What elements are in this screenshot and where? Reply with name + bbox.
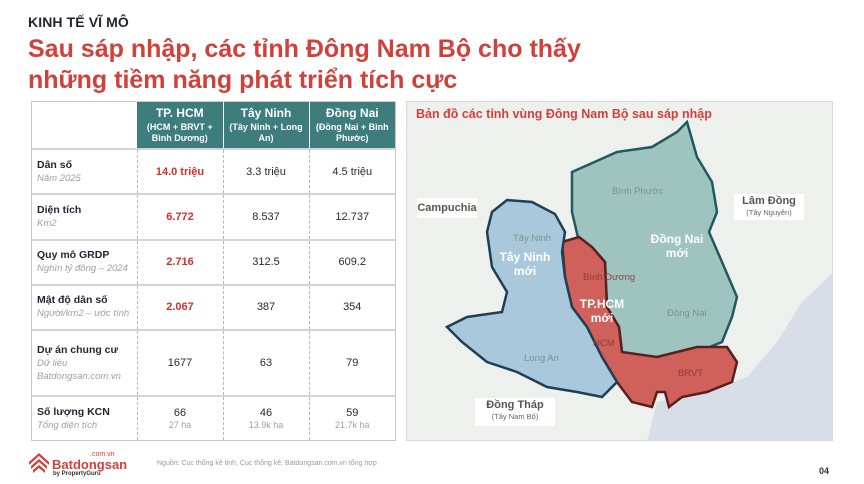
brand-suffix: .com.vn [90,451,115,458]
cell-value: 312.5 [222,238,309,285]
comparison-table: TP. HCM (HCM + BRVT + Bình Dương) Tây Nin… [31,101,396,441]
cell-value: 66 27 ha [136,395,223,440]
row-label: Dự án chung cư [37,343,119,356]
table-row-area: Diện tích Km2 6.772 8.537 12.737 [32,193,395,240]
binh-duong-label: Bình Dương [583,272,636,283]
cell-value: 2.067 [136,283,223,331]
cell-value: 14.0 triệu [136,147,223,195]
cell-value: 609.2 [308,238,395,285]
brand-by: by PropertyGuru [53,471,101,477]
row-sublabel: Km2 [37,217,57,229]
sea-shape [647,273,832,440]
column-header-dong-nai: Đồng Nai (Đồng Nai + Bình Phước) [309,102,395,149]
row-sublabel: Dữ liệu Batdongsan.com.vn [37,357,121,382]
row-sublabel: Người/km2 – ước tính [37,308,130,320]
cell-value: 1677 [136,329,223,397]
cell-value: 4.5 triệu [308,147,395,195]
cell-value: 46 13.9k ha [222,395,309,440]
cell-value: 59 21.7k ha [308,395,395,440]
lam-dong-label: Lâm Đồng (Tây Nguyên) [734,194,804,220]
table-corner [32,102,137,149]
region-map: Bản đồ các tỉnh vùng Đông Nam Bộ sau sáp… [406,101,833,441]
row-label: Quy mô GRDP [37,249,110,262]
cell-value: 387 [222,283,309,331]
brvt-label: BRVT [678,368,704,379]
row-label: Số lượng KCN [37,405,110,418]
dong-nai-new-label: Đồng Nai mới [650,232,704,260]
row-sublabel: Nghìn tỷ đồng – 2024 [37,263,128,275]
binh-phuoc-label: Bình Phước [612,186,664,197]
brand-name: Batdongsan [52,457,128,472]
house-logo-icon [29,453,49,473]
table-row-grdp: Quy mô GRDP Nghìn tỷ đồng – 2024 2.716 31… [32,238,395,285]
cell-value: 6.772 [136,193,223,240]
source-note: Nguồn: Cục thống kê tỉnh, Cục thống kê, … [157,460,377,467]
row-label: Mật độ dân số [37,294,108,307]
cell-value: 354 [308,283,395,331]
column-header-tay-ninh: Tây Ninh (Tây Ninh + Long An) [223,102,310,149]
hcm-new-label: TP.HCM mới [579,297,625,325]
campuchia-label: Campuchia [417,198,477,218]
row-label: Diện tích [37,203,82,216]
page-number: 04 [819,466,830,476]
brand-logo: Batdongsan .com.vn by PropertyGuru [28,451,128,480]
row-sublabel: Năm 2025 [37,172,81,184]
hcm-label: HCM [593,338,615,349]
column-header-hcm: TP. HCM (HCM + BRVT + Bình Dương) [137,102,224,149]
table-row-industrial-zones: Số lượng KCN Tổng diện tích 66 27 ha 46 13.… [32,395,395,440]
dong-thap-label: Đồng Tháp (Tây Nam Bộ) [475,398,555,426]
cell-value: 8.537 [222,193,309,240]
map-title: Bản đồ các tỉnh vùng Đông Nam Bộ sau sáp… [416,107,712,121]
table-row-apartments: Dự án chung cư Dữ liệu Batdongsan.com.vn … [32,329,395,397]
cell-value: 2.716 [136,238,223,285]
long-an-label: Long An [524,353,559,364]
page-title: Sau sáp nhập, các tỉnh Đông Nam Bộ cho t… [28,35,581,94]
cell-value: 3.3 triệu [222,147,309,195]
dong-nai-label: Đồng Nai [667,308,707,319]
tay-ninh-label: Tây Ninh [513,233,552,244]
cell-value: 12.737 [308,193,395,240]
table-row-population: Dân số Năm 2025 14.0 triệu 3.3 triệu 4.5 … [32,147,395,195]
table-row-density: Mật độ dân số Người/km2 – ước tính 2.067 … [32,283,395,331]
tay-ninh-new-label: Tây Ninh mới [499,250,551,278]
cell-value: 79 [308,329,395,397]
row-label: Dân số [37,158,73,171]
section-label: KINH TẾ VĨ MÔ [28,14,129,30]
row-sublabel: Tổng diện tích [37,419,98,431]
map-shapes [444,119,832,440]
cell-value: 63 [222,329,309,397]
